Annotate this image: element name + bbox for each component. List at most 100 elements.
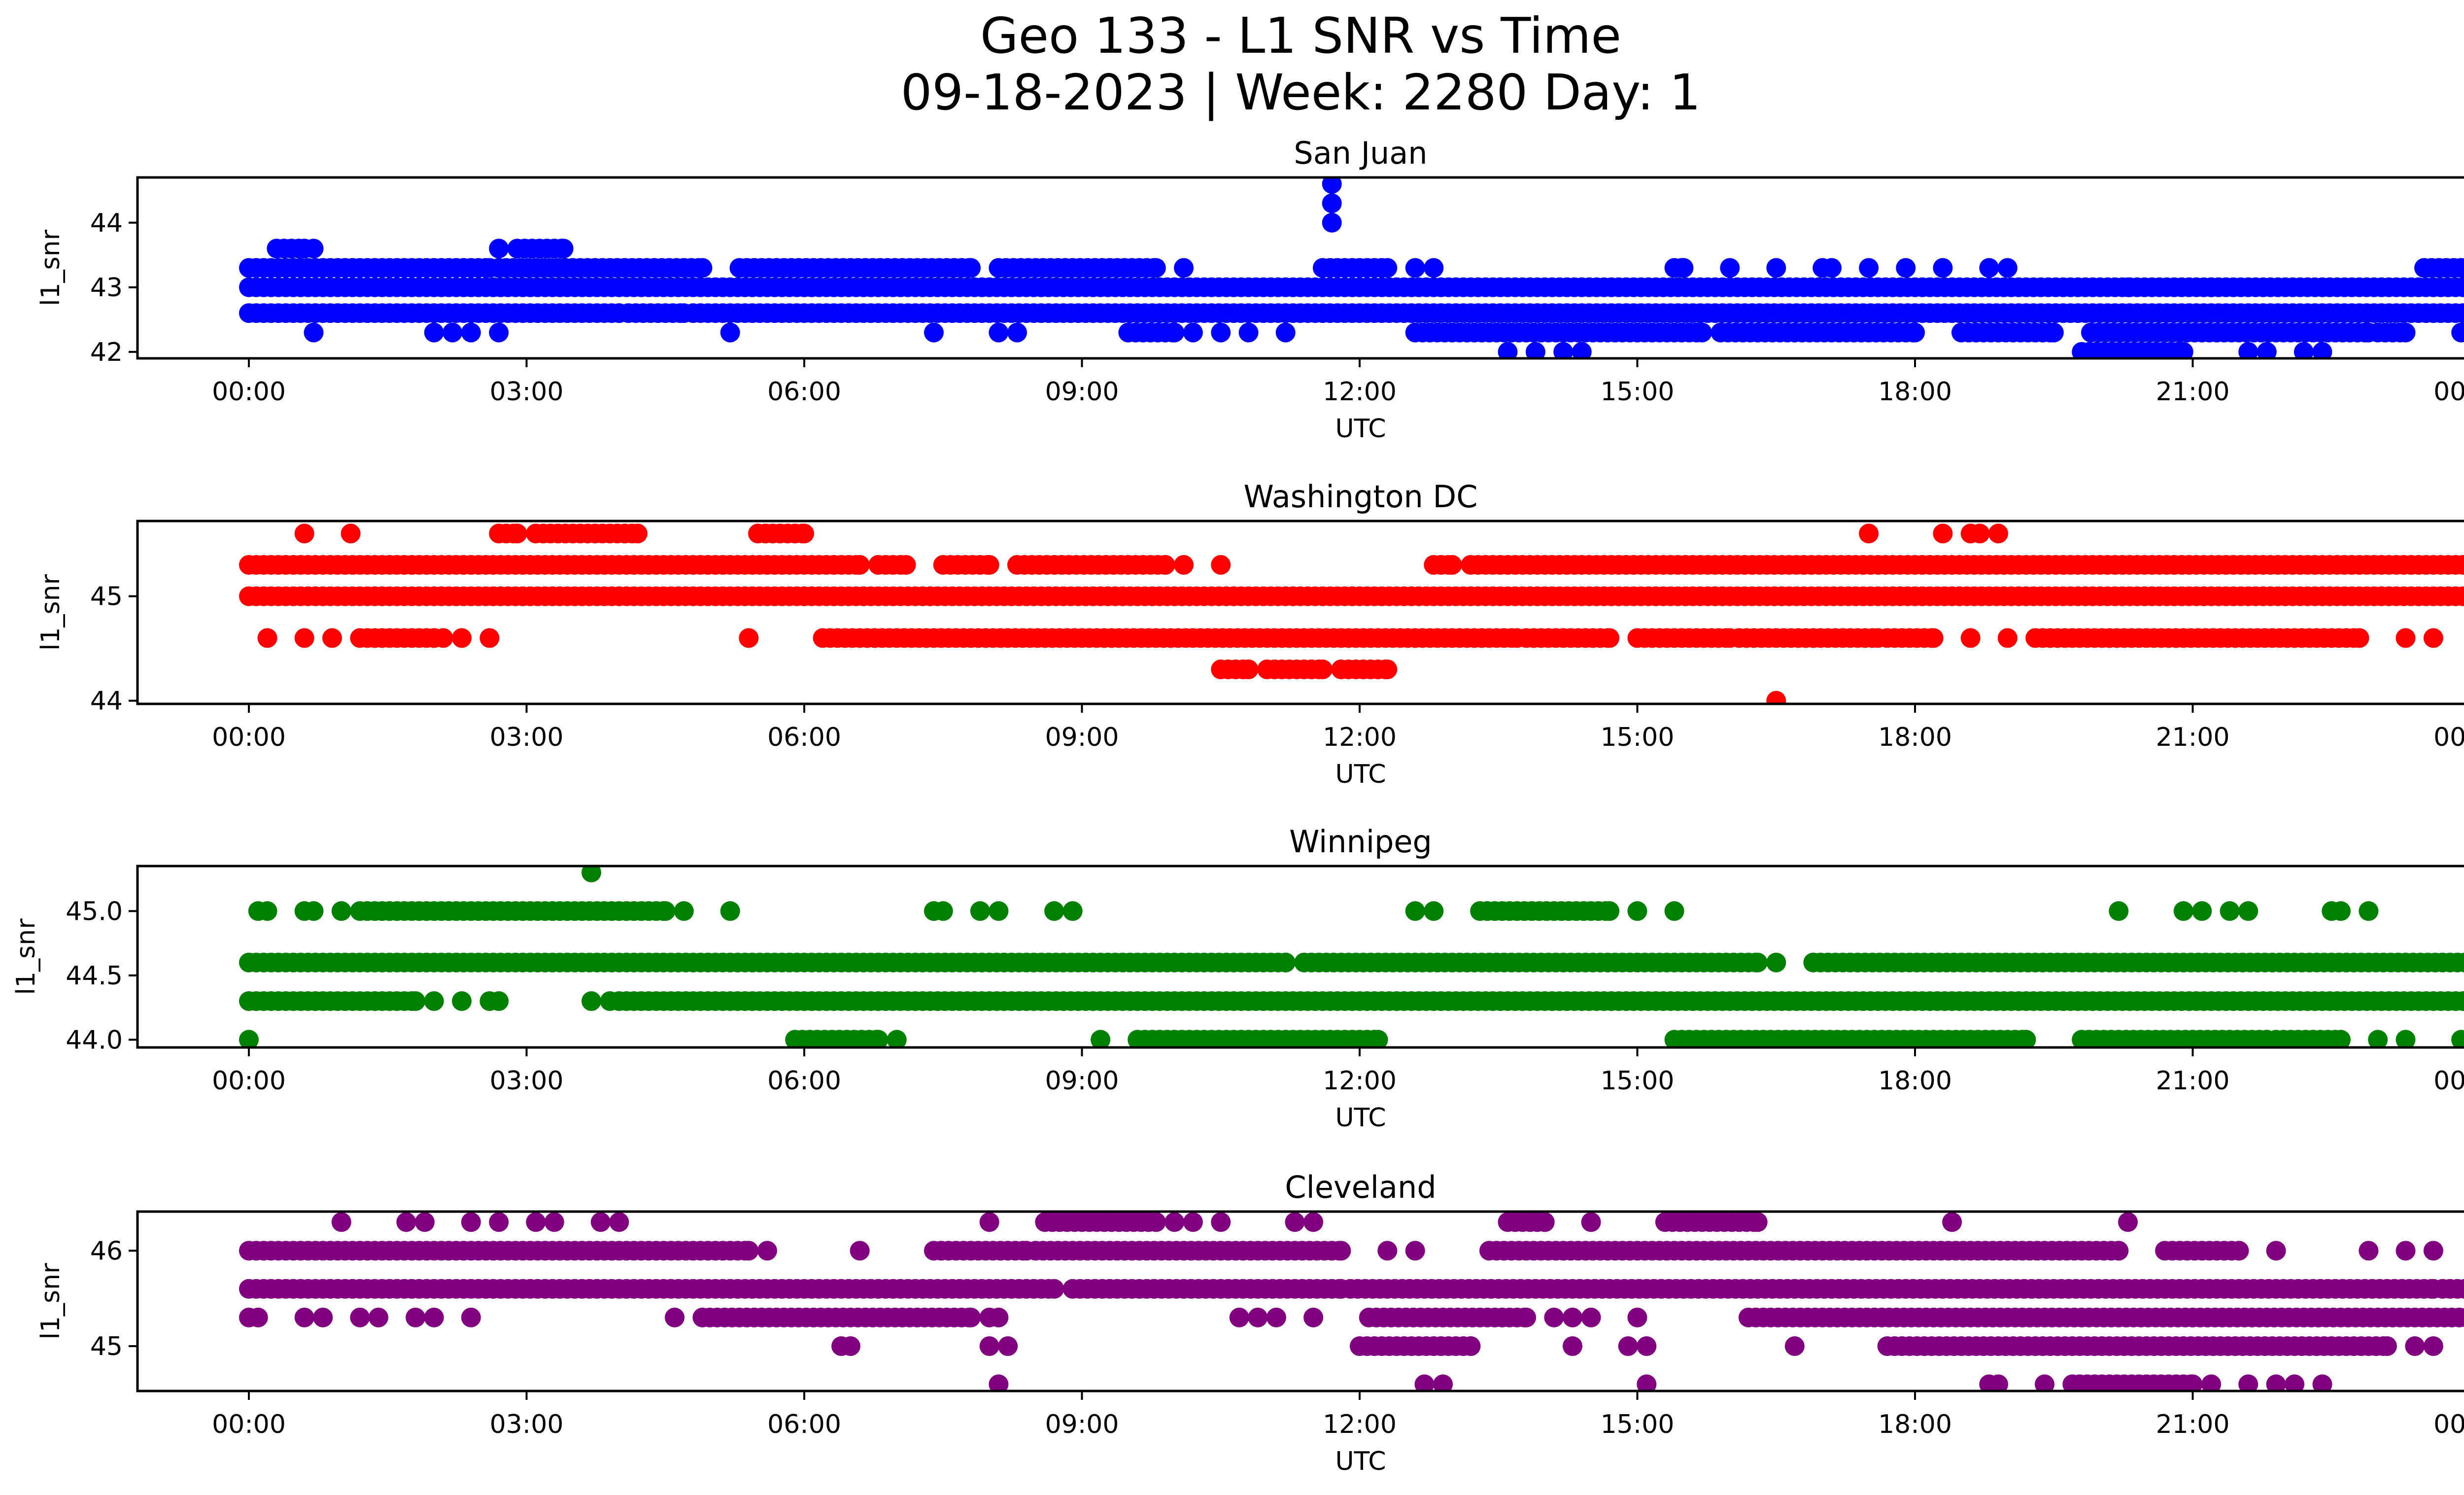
x-tick-label: 03:00 (490, 1410, 564, 1439)
data-point (2312, 342, 2332, 358)
scatter-series (239, 1212, 2464, 1391)
y-tick-label: 44.5 (66, 961, 123, 991)
data-point (979, 1212, 999, 1232)
data-point (1923, 628, 1944, 648)
data-point (2266, 1241, 2286, 1261)
data-point (1525, 342, 1545, 358)
data-point (2257, 342, 2277, 358)
data-point (1442, 555, 1462, 575)
x-tick-label: 00:00 (212, 1410, 286, 1439)
data-point (1303, 1212, 1324, 1232)
x-tick-label: 00:00 (212, 377, 286, 407)
data-point (2423, 1336, 2443, 1356)
data-point (1377, 660, 1398, 679)
data-point (2461, 993, 2464, 1009)
data-point (1859, 258, 1879, 278)
data-point (1275, 322, 1296, 343)
data-point (331, 1212, 351, 1232)
data-point (369, 1307, 388, 1327)
data-point (443, 322, 463, 343)
data-point (794, 523, 814, 544)
x-axis-label: UTC (1335, 1447, 1386, 1476)
data-point (304, 901, 324, 921)
data-point (674, 901, 694, 921)
y-tick-label: 43 (90, 273, 123, 303)
data-point (1405, 901, 1425, 921)
data-point (582, 991, 601, 1011)
subplot-title: Winnipeg (1289, 824, 1432, 860)
data-point (424, 1307, 444, 1327)
data-point (2349, 628, 2369, 648)
x-axis-label: UTC (1335, 760, 1386, 789)
data-point (2359, 1241, 2379, 1261)
data-point (2173, 901, 2193, 921)
data-point (1303, 1307, 1324, 1327)
data-point (2229, 1241, 2249, 1261)
data-point (489, 239, 509, 259)
data-point (294, 523, 314, 544)
data-point (2461, 955, 2464, 970)
x-tick-label: 09:00 (1045, 723, 1119, 752)
data-point (1535, 1212, 1555, 1232)
data-point (2453, 586, 2464, 606)
x-tick-label: 00:00 (212, 1066, 286, 1096)
data-point (1146, 258, 1166, 278)
x-tick-label: 15:00 (1601, 1066, 1675, 1096)
data-point (1461, 1336, 1481, 1356)
x-tick-label: 21:00 (2156, 723, 2230, 752)
data-point (1331, 1241, 1351, 1261)
data-point (1600, 901, 1620, 921)
data-point (2293, 342, 2314, 358)
data-point (1572, 342, 1592, 358)
data-point (1044, 1279, 1064, 1299)
data-point (720, 322, 740, 343)
x-axis-label: UTC (1335, 414, 1386, 444)
data-point (979, 555, 999, 575)
data-point (600, 991, 620, 1011)
data-point (1146, 1212, 1166, 1232)
data-point (1405, 258, 1425, 278)
y-tick-label: 44.0 (66, 1025, 123, 1055)
data-point (1674, 258, 1694, 278)
data-point (1211, 555, 1231, 575)
data-point (2312, 1374, 2332, 1391)
data-point (924, 322, 944, 343)
x-tick-label: 06:00 (767, 1410, 841, 1439)
data-point (2201, 277, 2222, 297)
data-point (840, 1336, 860, 1356)
data-point (1044, 901, 1064, 921)
x-tick-label: 15:00 (1601, 723, 1675, 752)
data-point (1007, 322, 1027, 343)
data-point (2455, 952, 2464, 973)
data-point (304, 239, 324, 259)
figure-title-line1: Geo 133 - L1 SNR vs Time (980, 7, 1621, 65)
x-tick-label: 21:00 (2156, 1066, 2230, 1096)
data-point (489, 1212, 509, 1232)
data-point (1988, 523, 2008, 544)
data-point (2173, 342, 2193, 358)
subplot-title: San Juan (1294, 135, 1427, 171)
data-point (989, 1307, 1009, 1327)
data-point (998, 1336, 1018, 1356)
data-point (979, 1336, 999, 1356)
data-point (322, 628, 342, 648)
data-point (1747, 952, 1768, 973)
data-point (1905, 322, 1925, 343)
x-tick-label: 03:00 (490, 377, 564, 407)
data-point (1933, 523, 1953, 544)
x-tick-label: 09:00 (1045, 1066, 1119, 1096)
data-point (739, 1241, 759, 1261)
data-point (304, 322, 324, 343)
y-axis-label: l1_snr (36, 574, 66, 651)
data-point (414, 1212, 435, 1232)
data-point (1692, 322, 1712, 343)
data-point (1238, 322, 1259, 343)
data-point (757, 1241, 777, 1261)
data-point (1766, 952, 1786, 973)
data-point (1581, 1212, 1601, 1232)
data-point (887, 1030, 907, 1047)
x-tick-label: 09:00 (1045, 377, 1119, 407)
y-tick-label: 45 (90, 582, 123, 612)
data-point (1822, 258, 1842, 278)
data-point (341, 523, 361, 544)
